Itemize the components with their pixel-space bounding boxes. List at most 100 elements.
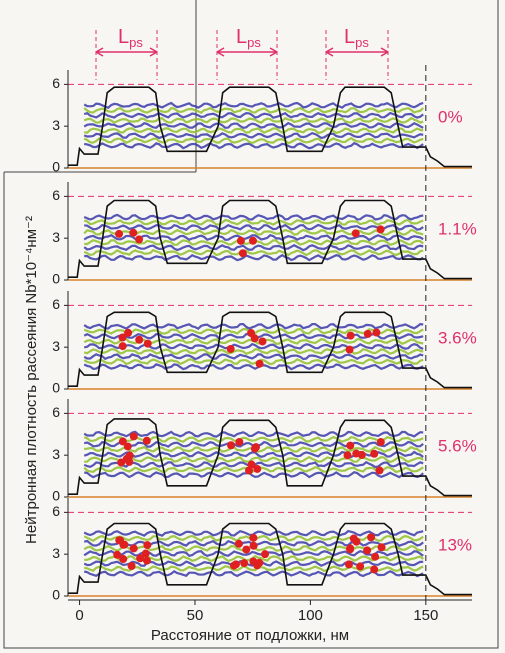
polymer-chain — [83, 569, 424, 578]
x-tick-label: 0 — [75, 607, 83, 624]
polymer-chain — [83, 101, 424, 109]
polymer-chain — [83, 436, 424, 443]
period-boundary — [95, 30, 389, 80]
nanoparticle — [123, 442, 132, 451]
nanoparticle — [346, 331, 355, 340]
y-tick-label: 0 — [52, 159, 60, 175]
polymer-chain — [83, 136, 424, 145]
nanoparticle — [346, 544, 355, 553]
nanoparticle — [249, 533, 258, 542]
nanoparticle — [136, 554, 145, 563]
period-label: Lps — [344, 26, 369, 50]
nanoparticle — [351, 229, 360, 238]
polymer-chain — [83, 218, 424, 226]
concentration-label: 3.6% — [438, 328, 477, 347]
polymer-chain — [83, 430, 424, 438]
nanoparticle — [129, 228, 138, 237]
y-tick-label: 6 — [52, 503, 60, 519]
nanoparticle — [129, 544, 138, 553]
polymer-layer — [83, 322, 424, 371]
y-tick-label: 3 — [52, 117, 60, 133]
nanoparticle — [261, 550, 270, 559]
polymer-chain — [83, 243, 424, 252]
nanoparticle — [115, 536, 124, 545]
nanoparticle — [118, 342, 127, 351]
arrow — [216, 47, 278, 57]
y-tick-label: 3 — [52, 338, 60, 354]
concentration-label: 13% — [438, 535, 472, 554]
nanoparticle — [242, 545, 251, 554]
polymer-chain — [83, 106, 424, 114]
arrow — [325, 47, 389, 57]
nanoparticle — [344, 560, 353, 569]
y-tick-label: 0 — [52, 587, 60, 603]
nanoparticle — [376, 438, 385, 447]
density-profile — [68, 311, 472, 389]
nanoparticle — [238, 249, 247, 258]
nanoparticle — [124, 328, 133, 337]
polymer-chain — [83, 363, 424, 371]
polymer-chain — [83, 322, 424, 331]
density-profile — [68, 522, 472, 596]
nanoparticle — [226, 344, 235, 353]
nanoparticle — [248, 236, 257, 245]
nanoparticle — [227, 441, 236, 450]
nanoparticle — [234, 539, 243, 548]
nanoparticle — [346, 441, 355, 450]
polymer-chain — [83, 358, 424, 366]
y-tick-label: 6 — [52, 187, 60, 203]
polymer-chain — [83, 213, 424, 221]
polymer-chain — [83, 116, 424, 124]
polymer-chain — [83, 450, 424, 459]
polymer-layer — [83, 213, 424, 262]
density-profile — [68, 418, 472, 497]
nanoparticle — [349, 534, 358, 543]
polymer-chain — [83, 248, 424, 257]
period-annotations: Lps Lps Lps — [95, 26, 389, 80]
nanoparticle — [367, 533, 376, 542]
polymer-layer — [83, 430, 424, 479]
nanoparticle — [255, 558, 264, 567]
polymer-chain — [83, 550, 424, 558]
nanoparticle — [113, 550, 122, 559]
nanoparticle — [255, 359, 264, 368]
density-profile — [68, 86, 472, 168]
y-tick-label: 6 — [52, 75, 60, 91]
nanoparticle — [343, 451, 352, 460]
polymer-chain — [83, 565, 424, 573]
nanoparticle — [231, 560, 240, 569]
nanoparticle — [250, 444, 259, 453]
nanoparticle — [240, 559, 249, 568]
nanoparticle — [118, 333, 127, 342]
nanoparticle — [370, 565, 379, 574]
nanoparticle — [352, 449, 361, 458]
polymer-chain — [84, 253, 424, 262]
nanoparticle — [371, 552, 380, 561]
polymer-chain — [83, 353, 424, 361]
nanoparticle — [236, 236, 245, 245]
nanoparticle — [345, 345, 354, 354]
nanoparticle — [247, 329, 256, 338]
nanoparticle — [363, 329, 372, 338]
polymer-chain — [83, 228, 424, 236]
nanoparticle — [377, 543, 386, 552]
polymer-chain — [84, 141, 424, 150]
x-tick-label: 50 — [187, 607, 204, 624]
x-axis-label: Расстояние от подложки, нм — [151, 627, 349, 644]
y-tick-label: 0 — [52, 380, 60, 396]
nanoparticle — [258, 337, 267, 346]
polymer-chain — [84, 470, 424, 479]
nanoparticle — [143, 541, 152, 550]
polymer-chain — [83, 121, 424, 129]
x-tick-label: 100 — [298, 607, 323, 624]
nanoparticle — [356, 562, 365, 571]
nanoparticle — [142, 436, 151, 445]
y-tick-label: 6 — [52, 296, 60, 312]
nanoparticle — [135, 335, 144, 344]
polymer-layer — [83, 529, 424, 578]
polymer-chain — [83, 466, 424, 474]
polymer-chain — [83, 347, 424, 356]
nanoparticle — [363, 546, 372, 555]
nanoparticle — [143, 339, 152, 348]
